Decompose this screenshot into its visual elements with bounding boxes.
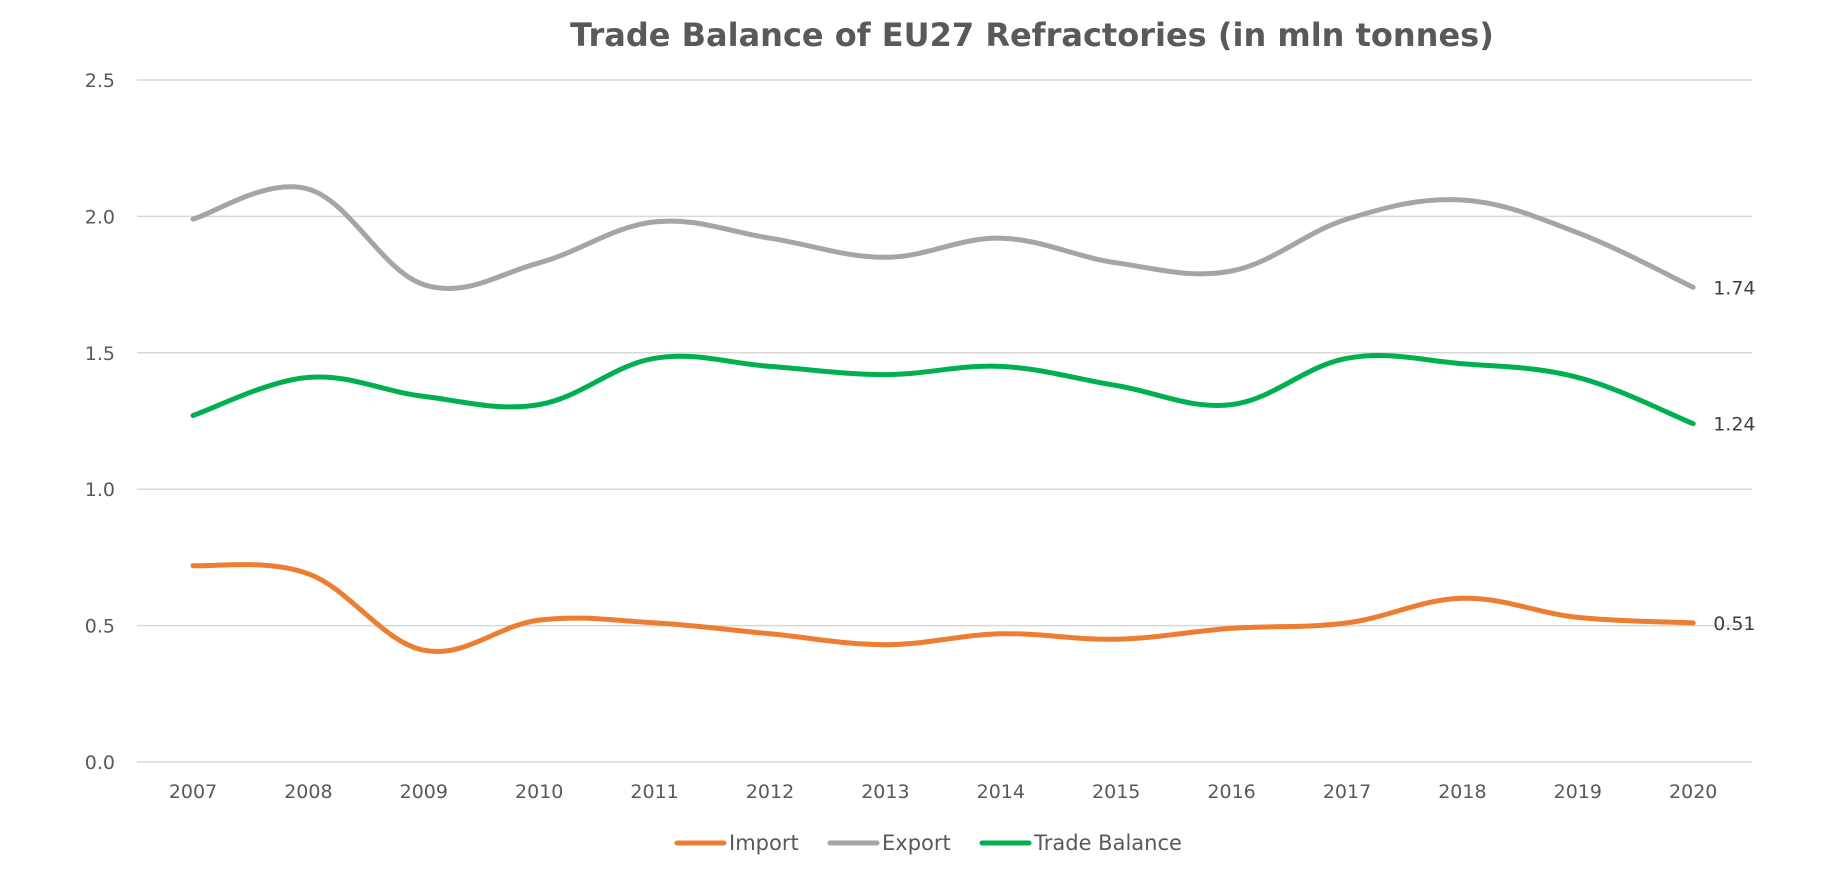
end-label-export: 1.74 <box>1713 277 1755 299</box>
x-tick-label: 2012 <box>746 781 794 803</box>
x-tick-label: 2007 <box>169 781 217 803</box>
y-tick-label: 1.0 <box>85 479 115 501</box>
y-tick-label: 1.5 <box>85 343 115 365</box>
series-line-export <box>190 184 1696 291</box>
legend-label-export: Export <box>882 831 951 855</box>
x-tick-label: 2019 <box>1554 781 1602 803</box>
end-labels: 0.51 1.74 1.24 <box>1713 277 1755 635</box>
x-tick-label: 2016 <box>1207 781 1255 803</box>
x-tick-label: 2013 <box>861 781 909 803</box>
y-tick-label: 2.0 <box>85 206 115 228</box>
x-tick-label: 2018 <box>1438 781 1486 803</box>
end-label-trade-balance: 1.24 <box>1713 414 1755 436</box>
x-tick-label: 2009 <box>400 781 448 803</box>
x-tick-label: 2015 <box>1092 781 1140 803</box>
end-label-import: 0.51 <box>1713 613 1755 635</box>
y-tick-label: 2.5 <box>85 70 115 92</box>
x-tick-label: 2020 <box>1669 781 1717 803</box>
x-tick-label: 2014 <box>977 781 1025 803</box>
chart-title: Trade Balance of EU27 Refractories (in m… <box>570 16 1494 54</box>
y-tick-label: 0.5 <box>85 616 115 638</box>
x-tick-label: 2010 <box>515 781 563 803</box>
gridlines <box>137 79 1752 763</box>
x-tick-label: 2008 <box>284 781 332 803</box>
legend-label-import: Import <box>729 831 799 855</box>
x-tick-label: 2011 <box>630 781 678 803</box>
y-tick-label: 0.0 <box>85 752 115 774</box>
x-tick-label: 2017 <box>1323 781 1371 803</box>
legend-label-trade-balance: Trade Balance <box>1033 831 1182 855</box>
x-axis-ticks: 2007 2008 2009 2010 2011 2012 2013 2014 2015 2016… <box>169 781 1718 803</box>
series-lines <box>190 184 1696 654</box>
series-line-trade-balance <box>190 353 1696 427</box>
y-axis-ticks: 0.0 0.5 1.0 1.5 2.0 2.5 <box>85 70 115 774</box>
legend: Import Export Trade Balance <box>674 831 1182 855</box>
series-line-import <box>190 562 1696 654</box>
